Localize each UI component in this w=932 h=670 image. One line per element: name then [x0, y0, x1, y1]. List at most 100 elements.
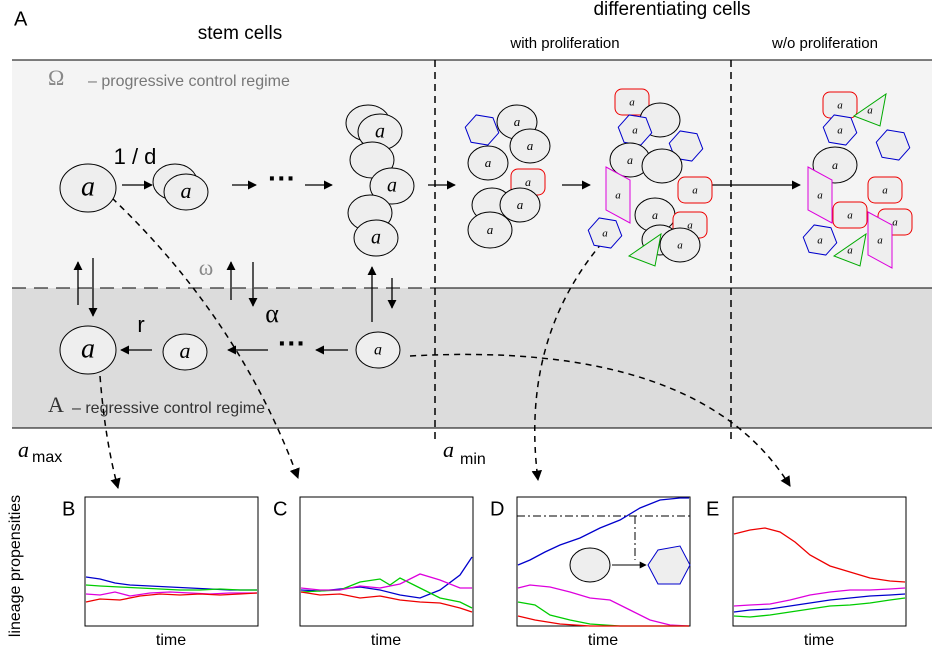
panel-c: C time	[273, 496, 474, 649]
cell-label: a	[181, 178, 192, 203]
trace	[517, 497, 689, 566]
regime-label: – regressive control regime	[72, 400, 265, 417]
cell-label: a	[847, 210, 853, 222]
rate-label: α	[265, 299, 279, 328]
cell-label: a	[525, 175, 531, 189]
panel-label: E	[706, 498, 719, 520]
cell-label: a	[837, 100, 843, 112]
cell	[59, 163, 117, 213]
cell-label: a	[527, 138, 534, 153]
cell-label: a	[677, 240, 683, 252]
cell	[353, 219, 399, 257]
cell	[467, 211, 513, 249]
plot-frame	[732, 496, 907, 627]
panel-label: A	[14, 8, 28, 30]
trace	[85, 584, 257, 591]
cell-label: a	[629, 97, 635, 109]
trace	[300, 573, 472, 591]
panel-label: C	[273, 498, 287, 520]
curved-arrow	[531, 242, 603, 482]
rate-label: r	[137, 312, 144, 337]
curved-arrow	[111, 197, 300, 479]
cell	[587, 217, 623, 249]
cell	[355, 331, 401, 369]
threshold-label: min	[460, 451, 486, 468]
curved-arrow	[409, 353, 791, 487]
cell-label: a	[627, 153, 633, 167]
cell-label: a	[832, 158, 838, 172]
plot-frame	[84, 496, 259, 627]
cell-label: a	[817, 190, 823, 202]
cell-label: a	[652, 208, 658, 222]
cell	[627, 232, 662, 267]
curved-arrows	[99, 197, 791, 490]
cell	[499, 187, 541, 223]
cell-label: a	[602, 228, 608, 240]
cell-label: a	[514, 114, 521, 129]
cell-label: a	[81, 333, 95, 364]
rate-label: ω	[199, 255, 213, 280]
trace	[733, 597, 906, 618]
cell	[875, 129, 911, 161]
panel-label: D	[490, 498, 504, 520]
cell-icon	[569, 547, 611, 583]
trace	[85, 591, 257, 597]
trace	[733, 527, 906, 583]
cell	[163, 173, 209, 211]
cell-label: a	[632, 125, 638, 137]
cell-label: a	[877, 235, 883, 247]
threshold-symbol: a	[18, 437, 29, 462]
cell-label: a	[487, 222, 494, 237]
threshold-symbol: a	[443, 437, 454, 462]
panel-d: D time	[490, 496, 691, 649]
cell	[641, 148, 683, 184]
cell-label: a	[882, 185, 888, 197]
cell-label: a	[387, 175, 397, 197]
cell	[659, 227, 701, 263]
cell-label: a	[517, 197, 524, 212]
cell	[605, 166, 631, 224]
cell-label: a	[817, 235, 823, 247]
cell-label: a	[615, 190, 621, 202]
cell	[832, 201, 868, 229]
x-axis-label: time	[156, 632, 186, 649]
trace	[300, 591, 473, 613]
cell	[867, 176, 903, 204]
rate-label: 1 / d	[114, 144, 157, 169]
subheading: with proliferation	[509, 35, 619, 52]
cell-label: a	[892, 217, 898, 229]
cell	[668, 130, 704, 162]
cell	[832, 232, 867, 267]
cell	[802, 224, 838, 256]
cell	[812, 146, 858, 184]
panel-e: E time	[706, 496, 907, 649]
cell-label: a	[692, 185, 698, 197]
trace	[85, 592, 258, 603]
cell-icon	[647, 545, 691, 585]
cell	[852, 92, 887, 127]
cell-label: a	[374, 342, 382, 359]
cell	[464, 114, 500, 146]
panel-label: B	[62, 498, 75, 520]
cell	[867, 211, 893, 269]
cell-label: a	[687, 220, 693, 232]
x-axis-label: time	[804, 632, 834, 649]
arrows	[73, 180, 801, 355]
trace	[517, 615, 689, 627]
cell	[509, 128, 551, 164]
cell	[59, 325, 117, 375]
cell	[162, 333, 208, 371]
cell-label: a	[867, 105, 873, 117]
cell-label: a	[485, 155, 492, 170]
cell	[822, 114, 858, 146]
trace	[733, 593, 906, 613]
cell-label: a	[81, 171, 95, 202]
cell-label: a	[837, 125, 843, 137]
heading: stem cells	[198, 23, 282, 44]
plot-frame	[299, 496, 474, 627]
cell	[369, 167, 415, 205]
heading: differentiating cells	[593, 0, 750, 20]
threshold-label: max	[32, 449, 62, 466]
